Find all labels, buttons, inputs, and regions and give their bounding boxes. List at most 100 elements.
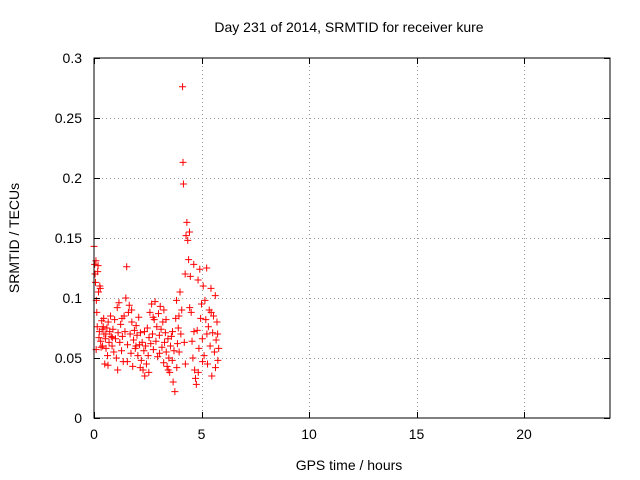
data-point — [198, 335, 206, 343]
data-point — [138, 338, 146, 346]
data-point — [173, 364, 181, 372]
data-point — [100, 314, 108, 322]
axis-ticks: 0 5 10 15 20 0 0.05 0.1 0.15 0.2 0.25 0.3 — [55, 50, 610, 442]
data-point — [141, 328, 149, 336]
data-point — [194, 276, 202, 284]
data-point — [185, 256, 193, 264]
data-point — [112, 335, 119, 343]
data-point — [147, 340, 155, 348]
data-point — [141, 372, 149, 380]
data-point — [99, 323, 107, 331]
data-point — [94, 262, 102, 270]
data-point — [160, 359, 168, 367]
data-point — [104, 318, 112, 326]
data-point — [94, 268, 102, 276]
data-point — [167, 332, 175, 340]
x-tick-label: 5 — [198, 426, 206, 442]
data-point — [214, 356, 222, 364]
x-tick-label: 0 — [90, 426, 98, 442]
data-point — [108, 342, 116, 350]
data-point — [107, 312, 115, 320]
data-point — [122, 294, 130, 302]
data-point — [201, 296, 209, 304]
data-point — [145, 368, 153, 376]
data-point — [204, 360, 212, 368]
y-tick-label: 0.05 — [55, 350, 82, 366]
data-point — [187, 308, 195, 316]
data-point — [203, 264, 211, 272]
data-point — [149, 346, 157, 354]
data-point — [128, 318, 136, 326]
data-point — [204, 323, 212, 331]
data-point — [207, 284, 215, 292]
data-point — [156, 302, 164, 310]
data-point — [189, 354, 197, 362]
data-point — [118, 332, 126, 340]
data-point — [154, 353, 162, 361]
data-point — [135, 313, 143, 321]
data-point — [202, 316, 210, 324]
data-point — [208, 372, 216, 380]
data-point — [168, 328, 176, 336]
data-point — [151, 298, 159, 306]
data-point — [114, 366, 122, 374]
data-point — [97, 337, 105, 345]
data-point — [128, 306, 136, 314]
data-point — [142, 360, 150, 368]
data-point — [152, 337, 160, 345]
data-point — [123, 358, 131, 366]
data-point — [174, 324, 182, 332]
data-point — [212, 336, 220, 344]
y-tick-label: 0.1 — [63, 290, 83, 306]
data-point — [180, 338, 188, 346]
data-point — [190, 260, 198, 268]
data-point — [210, 348, 218, 356]
data-point — [101, 360, 109, 368]
data-point — [170, 347, 178, 355]
data-point — [186, 304, 194, 312]
data-point — [183, 218, 191, 226]
y-tick-label: 0.15 — [55, 230, 82, 246]
y-tick-label: 0.3 — [63, 50, 83, 66]
data-point — [149, 313, 157, 321]
data-point — [103, 324, 111, 332]
data-point — [211, 292, 219, 300]
data-point — [116, 338, 124, 346]
x-tick-label: 15 — [409, 426, 425, 442]
data-point — [121, 328, 129, 336]
data-point — [127, 349, 135, 357]
grid — [94, 58, 610, 418]
data-point — [176, 288, 184, 296]
data-point — [203, 330, 211, 338]
data-point — [148, 330, 156, 338]
data-point — [96, 284, 104, 292]
data-point — [118, 314, 126, 322]
data-point — [124, 341, 132, 349]
data-point — [107, 332, 115, 340]
data-point — [162, 316, 170, 324]
data-point — [210, 312, 218, 320]
data-point — [199, 358, 207, 366]
data-point — [178, 306, 186, 314]
data-point — [167, 342, 175, 350]
data-point — [214, 330, 222, 338]
data-point — [194, 368, 202, 376]
data-point — [108, 334, 116, 342]
data-point — [191, 366, 199, 374]
data-point — [146, 308, 154, 316]
y-tick-label: 0 — [74, 410, 82, 426]
data-point — [136, 364, 144, 372]
data-point — [162, 348, 170, 356]
data-point — [155, 310, 162, 318]
data-point — [137, 356, 145, 364]
data-point — [157, 325, 165, 333]
data-point — [184, 236, 192, 244]
data-point — [179, 180, 187, 188]
data-point — [142, 342, 150, 350]
data-point — [173, 296, 181, 304]
data-point — [160, 306, 168, 314]
data-point — [181, 270, 189, 278]
data-point — [115, 299, 123, 307]
data-point — [199, 282, 207, 290]
data-point — [158, 343, 166, 351]
